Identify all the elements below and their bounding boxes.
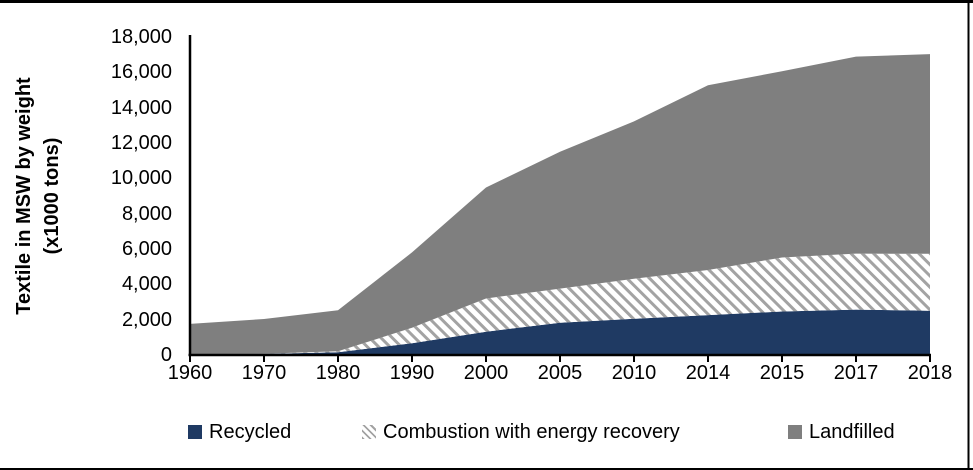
legend-item-recycled: Recycled: [188, 418, 291, 446]
y-tick-label-6000: 6,000: [121, 238, 172, 260]
y-tick-label-2000: 2,000: [121, 308, 172, 331]
x-tick-label-2014: 2014: [685, 362, 731, 384]
legend-swatch-combustion: [362, 425, 376, 439]
y-tick-label-16000: 16,000: [110, 61, 172, 84]
x-tick-label-1960: 1960: [167, 362, 213, 384]
x-tick-label-1990: 1990: [389, 362, 435, 384]
x-tick-label-1980: 1980: [315, 362, 361, 384]
x-tick-label-2000: 2000: [463, 362, 509, 384]
legend-swatch-recycled: [188, 425, 202, 439]
legend-label-landfilled: Landfilled: [809, 420, 895, 443]
legend-item-combustion: Combustion with energy recovery: [362, 418, 680, 446]
x-tick-label-2005: 2005: [537, 362, 583, 384]
x-tick-label-2017: 2017: [833, 362, 879, 384]
y-tick-label-18000: 18,000: [110, 26, 172, 48]
legend-label-combustion: Combustion with energy recovery: [383, 420, 680, 443]
y-tick-label-12000: 12,000: [110, 132, 172, 154]
y-tick-label-0: 0: [160, 344, 172, 366]
legend-item-landfilled: Landfilled: [788, 418, 895, 446]
x-tick-label-2018: 2018: [907, 362, 953, 384]
y-tick-label-10000: 10,000: [110, 167, 172, 190]
legend-label-recycled: Recycled: [209, 420, 292, 443]
x-tick-label-1970: 1970: [241, 362, 287, 384]
y-tick-label-8000: 8,000: [121, 202, 172, 225]
y-tick-label-14000: 14,000: [110, 96, 172, 119]
x-tick-label-2015: 2015: [759, 362, 805, 384]
x-tick-label-2010: 2010: [611, 362, 657, 384]
y-tick-label-4000: 4,000: [121, 273, 172, 296]
legend-swatch-landfilled: [788, 425, 802, 439]
